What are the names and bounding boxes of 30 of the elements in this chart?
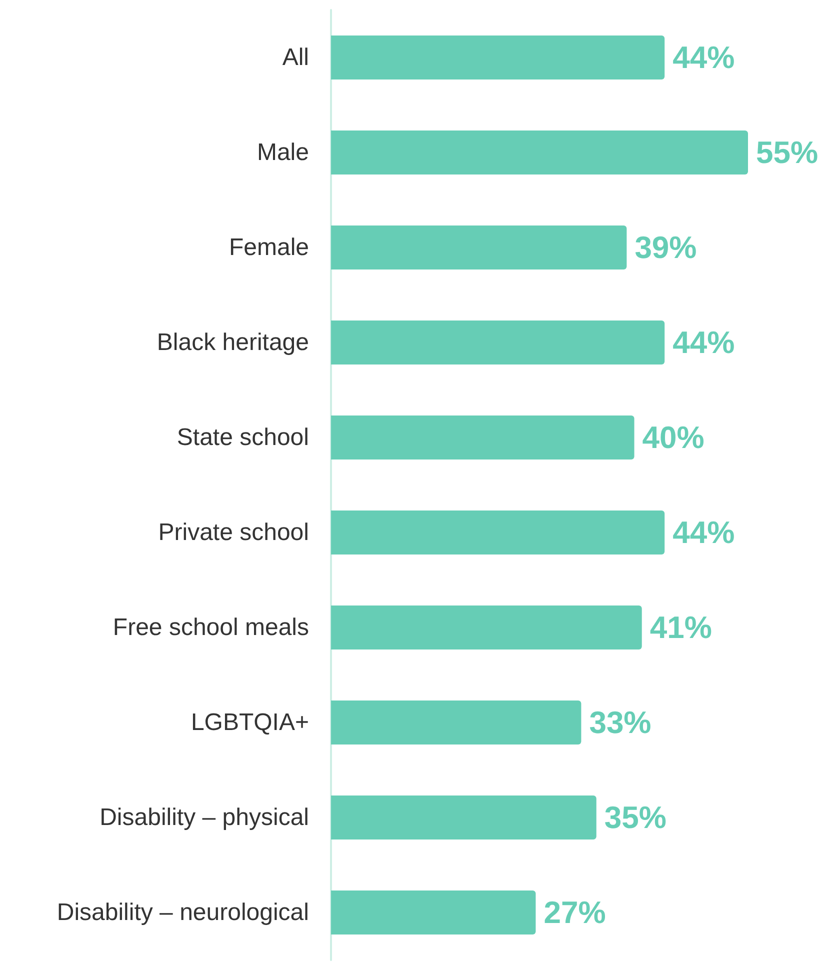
bar (331, 130, 748, 174)
bar (331, 36, 665, 80)
data-label: 33% (589, 705, 652, 740)
y-tick-label: Disability – neurological (56, 899, 309, 926)
data-label: 35% (604, 800, 666, 835)
data-label: 44% (672, 325, 735, 360)
y-tick-label: LGBTQIA+ (190, 709, 309, 736)
data-label: 44% (672, 40, 735, 75)
y-tick-label: Disability – physical (100, 804, 309, 831)
data-label: 39% (634, 230, 697, 265)
bar (331, 416, 634, 460)
bar (331, 606, 642, 650)
bar (331, 700, 582, 744)
y-tick-label: Black heritage (156, 329, 309, 356)
data-label: 55% (756, 135, 818, 170)
bar (331, 510, 665, 554)
y-tick-label: Free school meals (112, 614, 309, 641)
data-label: 40% (642, 420, 704, 455)
data-label: 27% (544, 895, 606, 930)
y-tick-label: State school (176, 424, 309, 451)
bar (331, 320, 665, 364)
y-tick-label: Private school (158, 519, 309, 546)
data-label: 44% (672, 515, 735, 550)
bar (331, 226, 627, 270)
y-tick-label: Female (228, 234, 309, 261)
bar (331, 796, 596, 840)
data-label: 41% (650, 610, 712, 645)
bar (331, 890, 536, 934)
y-tick-label: All (282, 44, 309, 71)
y-tick-label: Male (256, 139, 309, 166)
